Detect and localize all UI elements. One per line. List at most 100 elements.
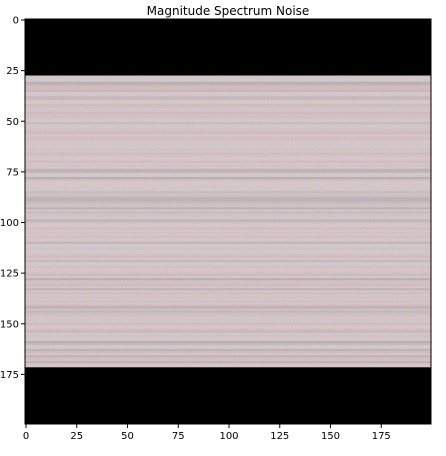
noise-stripe	[25, 219, 431, 222]
noise-stripe	[25, 215, 431, 218]
noise-stripe	[25, 203, 431, 206]
noise-stripe	[25, 89, 431, 92]
noise-stripe	[25, 280, 431, 283]
noise-stripe	[25, 138, 431, 141]
x-tick-label: 175	[372, 431, 391, 442]
noise-stripe	[25, 152, 431, 155]
noise-stripe	[25, 191, 431, 194]
noise-stripe	[25, 176, 431, 179]
x-tick-label: 0	[23, 431, 29, 442]
noise-stripe	[25, 116, 431, 119]
noise-stripe	[25, 272, 431, 275]
noise-stripe	[25, 334, 431, 337]
noise-stripe	[25, 178, 431, 181]
noise-stripe	[25, 351, 431, 354]
y-tick-label: 75	[6, 167, 19, 178]
noise-stripe	[25, 235, 431, 238]
y-tick-label: 175	[0, 370, 19, 381]
noise-stripe	[25, 355, 431, 358]
noise-stripe	[25, 164, 431, 167]
noise-stripe	[25, 343, 431, 346]
noise-stripe	[25, 112, 431, 115]
noise-stripe	[25, 296, 431, 299]
noise-stripe	[25, 328, 431, 331]
noise-stripe	[25, 306, 431, 309]
black-band-top	[25, 19, 431, 76]
noise-stripe	[25, 247, 431, 250]
plot-frame	[24, 18, 432, 425]
noise-stripe	[25, 231, 431, 234]
noise-stripe	[25, 122, 431, 125]
noise-stripe	[25, 312, 431, 315]
noise-stripe	[25, 253, 431, 256]
noise-stripe	[25, 132, 431, 135]
noise-stripe	[25, 193, 431, 196]
noise-stripe	[25, 308, 431, 311]
noise-stripe	[25, 83, 431, 86]
x-tick-label: 150	[321, 431, 340, 442]
y-tick-label: 25	[6, 66, 19, 77]
noise-stripe	[25, 314, 431, 317]
noise-stripe	[25, 284, 431, 287]
noise-stripe	[25, 128, 431, 131]
noise-stripe	[25, 359, 431, 362]
noise-stripe	[25, 288, 431, 291]
x-axis: 0 25 50 75 100 125 150 175	[23, 424, 391, 442]
x-tick-label: 100	[219, 431, 238, 442]
noise-stripe	[25, 310, 431, 313]
noise-stripe	[25, 304, 431, 307]
noise-stripe	[25, 95, 431, 98]
plot-area	[24, 18, 432, 425]
noise-stripe	[25, 205, 431, 208]
noise-stripe	[25, 106, 431, 109]
noise-stripe	[25, 199, 431, 202]
noise-stripe	[25, 349, 431, 352]
noise-stripe	[25, 361, 431, 364]
noise-stripe	[25, 130, 431, 133]
noise-band-texture	[25, 75, 431, 368]
noise-stripe	[25, 213, 431, 216]
y-tick-label: 100	[0, 218, 19, 229]
noise-stripe	[25, 81, 431, 84]
noise-stripe	[25, 292, 431, 295]
noise-stripes	[25, 81, 431, 364]
noise-stripe	[25, 241, 431, 244]
noise-stripe	[25, 322, 431, 325]
noise-stripe	[25, 195, 431, 198]
noise-stripe	[25, 274, 431, 277]
noise-stripe	[25, 282, 431, 285]
y-tick-label: 0	[13, 16, 19, 27]
x-tick-label: 50	[121, 431, 134, 442]
noise-stripe	[25, 340, 431, 343]
noise-stripe	[25, 110, 431, 113]
x-tick-label: 25	[70, 431, 83, 442]
noise-stripe	[25, 168, 431, 171]
y-tick-label: 150	[0, 319, 19, 330]
x-tick-label: 75	[172, 431, 185, 442]
noise-stripe	[25, 259, 431, 262]
noise-stripe	[25, 207, 431, 210]
noise-stripe	[25, 255, 431, 258]
noise-stripe	[25, 266, 431, 269]
noise-stripe	[25, 221, 431, 224]
noise-stripe	[25, 97, 431, 100]
noise-stripe	[25, 114, 431, 117]
noise-stripe	[25, 278, 431, 281]
noise-stripe	[25, 300, 431, 303]
y-tick-label: 50	[6, 117, 19, 128]
noise-stripe	[25, 197, 431, 200]
noise-stripe	[25, 85, 431, 88]
noise-stripe	[25, 227, 431, 230]
black-band-bottom	[25, 367, 431, 424]
noise-stripe	[25, 170, 431, 173]
noise-stripe	[25, 148, 431, 151]
noise-stripe	[25, 136, 431, 139]
noise-stripe	[25, 104, 431, 107]
noise-stripe	[25, 154, 431, 157]
noise-stripe	[25, 357, 431, 360]
noise-stripe	[25, 201, 431, 204]
y-axis: 0 25 50 75 100 125 150 175	[0, 16, 25, 381]
y-tick-label: 125	[0, 269, 19, 280]
